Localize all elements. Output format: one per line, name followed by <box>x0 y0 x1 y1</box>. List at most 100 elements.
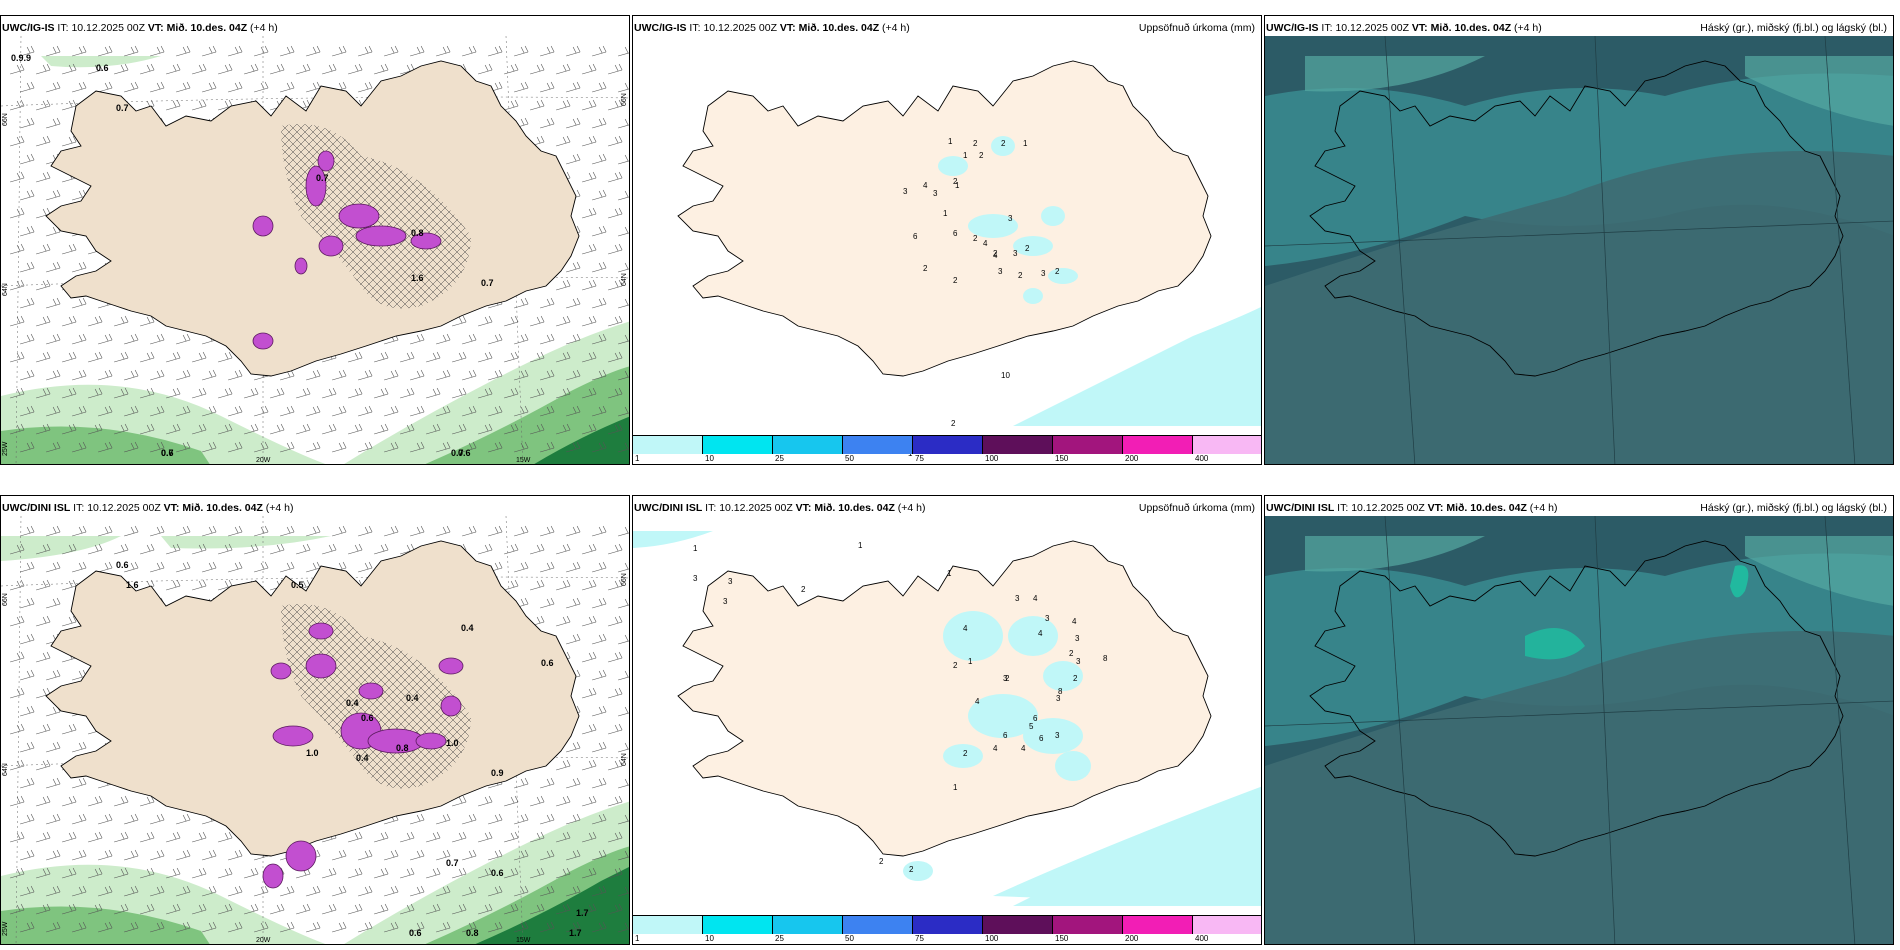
precip-value-label: 1 <box>948 137 953 146</box>
lat-label-66n-right: 66N <box>621 573 628 586</box>
land-precip-patches <box>903 611 1091 881</box>
lat-label-64n: 64N <box>2 283 9 296</box>
cloud-title: Háský (gr.), miðský (fj.bl.) og lágský (… <box>1700 22 1887 34</box>
colorbar-tick-label: 400 <box>1195 454 1209 463</box>
cloud-water-label: 0.6 <box>116 560 129 570</box>
panel-header: UWC/DINI ISL IT: 10.12.2025 00Z VT: Mið.… <box>634 502 926 514</box>
precip-value-label: 1 <box>968 657 973 666</box>
cloud-water-label: 0.7 <box>446 858 459 868</box>
cloud-water-label: 0.7 <box>451 448 464 458</box>
precip-value-label: 3 <box>1045 614 1050 623</box>
colorbar-swatch <box>1123 916 1193 934</box>
colorbar-swatch <box>843 436 913 454</box>
precip-value-label: 2 <box>953 177 958 186</box>
iceland-outline <box>1309 540 1844 857</box>
precip-panel-top: UWC/IG-IS IT: 10.12.2025 00Z VT: Mið. 10… <box>632 15 1262 465</box>
precip-value-label: 3 <box>1076 657 1081 666</box>
cloud-water-label: 0.9.9 <box>11 53 31 63</box>
cloud-panel-bottom: UWC/DINI ISL IT: 10.12.2025 00Z VT: Mið.… <box>1264 495 1894 945</box>
precip-value-label: 1 <box>953 783 958 792</box>
precip-value-label: 3 <box>1008 214 1013 223</box>
cloud-water-label: 0.6 <box>96 63 109 73</box>
lat-label-66n-right: 66N <box>621 93 628 106</box>
precip-value-label: 1 <box>943 209 948 218</box>
colorbar-tick-label: 150 <box>1055 454 1069 463</box>
precip-value-label: 6 <box>1039 734 1044 743</box>
cloud-water-label: 0.6 <box>541 658 554 668</box>
precip-value-label: 4 <box>923 181 928 190</box>
lat-label-64n-right: 64N <box>621 753 628 766</box>
precip-value-label: 2 <box>801 585 806 594</box>
precip-value-label: 1 <box>858 541 863 550</box>
colorbar-tick-label: 75 <box>915 934 924 943</box>
precip-value-label: 2 <box>909 865 914 874</box>
precip-value-label: 2 <box>979 151 984 160</box>
colorbar-ticks: 1 10 25 50 75 100 150 200 400 <box>633 454 1261 464</box>
colorbar-swatch <box>1053 916 1123 934</box>
wind-map: 0.9.9 0.6 0.7 0.7 0.8 1.6 0.7 0.6 0.7 0.7 0.6 66N 64… <box>1 36 629 464</box>
precip-value-label: 3 <box>723 597 728 606</box>
lat-label-64n: 64N <box>2 763 9 776</box>
precip-value-label: 4 <box>963 624 968 633</box>
iceland-landmass <box>677 60 1212 377</box>
cloud-water-shading <box>1 56 629 464</box>
colorbar-tick-label: 1 <box>635 934 640 943</box>
cloud-water-label: 0.7 <box>161 448 174 458</box>
precip-value-label: 10 <box>1001 371 1010 380</box>
colorbar-swatch <box>703 916 773 934</box>
precip-value-label: 6 <box>953 229 958 238</box>
colorbar-swatch <box>1053 436 1123 454</box>
vt-value: Mið. 10.des. 04Z <box>166 22 248 34</box>
precip-value-label: 3 <box>693 574 698 583</box>
it-label: IT: <box>689 22 701 34</box>
precip-value-label: 6 <box>913 232 918 241</box>
lon-label-20w: 20W <box>256 457 271 464</box>
graticule <box>1265 36 1893 464</box>
colorbar-swatch <box>1193 436 1261 454</box>
precip-value-label: 8 <box>1058 687 1063 696</box>
colorbar-tick-label: 50 <box>845 934 854 943</box>
precip-value-label: 2 <box>1025 244 1030 253</box>
lon-label-25w: 25W <box>2 921 9 936</box>
model-name: UWC/IG-IS <box>634 22 687 34</box>
wind-panel-top: UWC/IG-IS IT: 10.12.2025 00Z VT: Mið. 10… <box>0 15 630 465</box>
vt-value: Mið. 10.des. 04Z <box>182 502 263 514</box>
it-value: 10.12.2025 00Z <box>1335 22 1409 34</box>
cloud-water-label: 0.6 <box>458 448 471 458</box>
iceland-outline <box>1309 60 1844 377</box>
colorbar-swatch <box>773 916 843 934</box>
cloud-water-label: 0.6 <box>361 713 374 723</box>
colorbar-tick-label: 100 <box>985 454 999 463</box>
lon-label-15w: 15W <box>516 457 531 464</box>
cloud-water-label: 0.4 <box>406 693 419 703</box>
it-value: 10.12.2025 00Z <box>87 502 161 514</box>
precip-value-label: 3 <box>903 187 908 196</box>
sea-precip-area <box>633 531 1261 906</box>
panel-header: UWC/DINI ISL IT: 10.12.2025 00Z VT: Mið.… <box>1266 502 1558 514</box>
lat-label-66n: 66N <box>2 593 9 606</box>
precip-value-label: 5 <box>1029 722 1034 731</box>
cloud-water-label: 0.7 <box>481 278 494 288</box>
lat-label-66n: 66N <box>2 113 9 126</box>
it-label: IT: <box>1337 502 1349 514</box>
precip-value-label: 2 <box>1069 649 1074 658</box>
precip-value-label: 3 <box>1056 694 1061 703</box>
cloud-map <box>1265 516 1893 944</box>
cloud-water-label: 1.6 <box>126 580 139 590</box>
precip-value-label: 3 <box>1013 249 1018 258</box>
vt-value: Mið. 10.des. 04Z <box>1446 502 1527 514</box>
colorbar-tick-label: 200 <box>1125 934 1139 943</box>
model-name: UWC/DINI ISL <box>1266 502 1335 514</box>
it-label: IT: <box>57 22 69 34</box>
it-label: IT: <box>73 502 85 514</box>
colorbar <box>633 435 1261 454</box>
cloud-title: Háský (gr.), miðský (fj.bl.) og lágský (… <box>1700 502 1887 514</box>
cloud-water-label: 0.8 <box>396 743 409 753</box>
cloud-water-label: 0.6 <box>491 868 504 878</box>
precip-panel-bottom: UWC/DINI ISL IT: 10.12.2025 00Z VT: Mið.… <box>632 495 1262 945</box>
precip-value-label: 1 <box>1023 139 1028 148</box>
precip-value-label: 2 <box>1001 139 1006 148</box>
model-name: UWC/DINI ISL <box>634 502 703 514</box>
precip-blobs <box>252 150 442 350</box>
cloud-water-label: 0.4 <box>461 623 474 633</box>
